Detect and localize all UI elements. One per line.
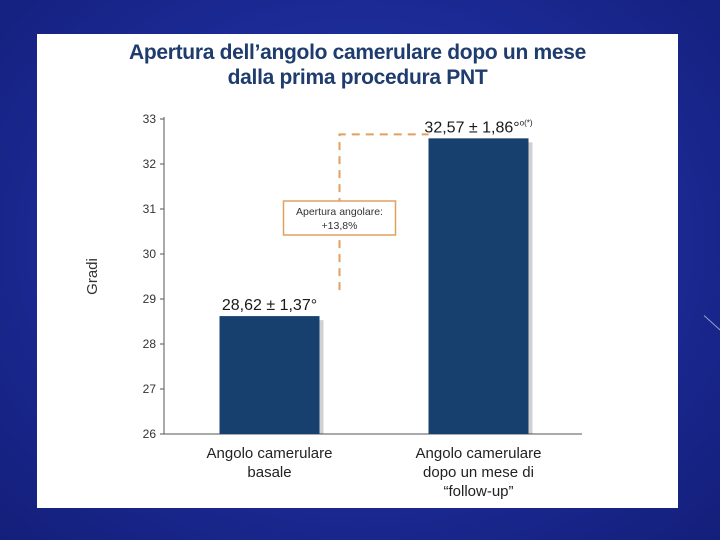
category-label-2-line-2: dopo un mese di bbox=[423, 464, 534, 481]
y-tick-label: 31 bbox=[143, 202, 157, 216]
connector-dashed-line bbox=[338, 133, 429, 291]
category-label-2-line-1: Angolo camerulare bbox=[416, 445, 542, 462]
y-axis-ticks: 26 27 28 29 30 31 32 33 bbox=[143, 112, 164, 441]
y-tick-label: 28 bbox=[143, 337, 157, 351]
y-tick-label: 29 bbox=[143, 292, 157, 306]
chart-title-line-1: Apertura dell’angolo camerulare dopo un … bbox=[128, 41, 587, 64]
decorative-line bbox=[703, 315, 720, 334]
category-label-2-line-3: “follow-up” bbox=[443, 483, 513, 500]
annotation-group: Apertura angolare: +13,8% bbox=[282, 133, 429, 291]
bar-2 bbox=[428, 138, 529, 434]
data-label-2: 32,57 ± 1,86°o(*) bbox=[424, 118, 532, 136]
annotation-line-2: +13,8% bbox=[322, 220, 358, 232]
bars bbox=[219, 138, 533, 434]
y-tick-label: 30 bbox=[143, 247, 157, 261]
category-label-1-line-2: basale bbox=[247, 464, 291, 481]
chart-title-line-2: dalla prima procedura PNT bbox=[227, 66, 488, 89]
y-tick-label: 26 bbox=[143, 427, 157, 441]
y-axis-label: Gradi bbox=[84, 258, 101, 295]
chart-panel: Apertura dell’angolo camerulare dopo un … bbox=[37, 34, 678, 508]
chart-title: Apertura dell’angolo camerulare dopo un … bbox=[37, 40, 678, 90]
bar-shadow-1 bbox=[319, 320, 324, 434]
data-labels: 28,62 ± 1,37° 32,57 ± 1,86°o(*) bbox=[222, 118, 533, 314]
annotation-box bbox=[282, 200, 397, 236]
bar-chart: 26 27 28 29 30 31 32 33 Gradi Apertura angolare… bbox=[84, 112, 582, 500]
category-labels: Angolo camerulare basale Angolo camerulare… bbox=[207, 445, 542, 500]
bar-shadow-2 bbox=[528, 142, 533, 434]
y-tick-label: 32 bbox=[143, 157, 157, 171]
data-label-1: 28,62 ± 1,37° bbox=[222, 297, 317, 314]
annotation-line-1: Apertura angolare: bbox=[296, 206, 383, 218]
y-tick-label: 27 bbox=[143, 382, 157, 396]
y-tick-label: 33 bbox=[143, 112, 157, 126]
bar-1 bbox=[219, 316, 320, 434]
category-label-1-line-1: Angolo camerulare bbox=[207, 445, 333, 462]
